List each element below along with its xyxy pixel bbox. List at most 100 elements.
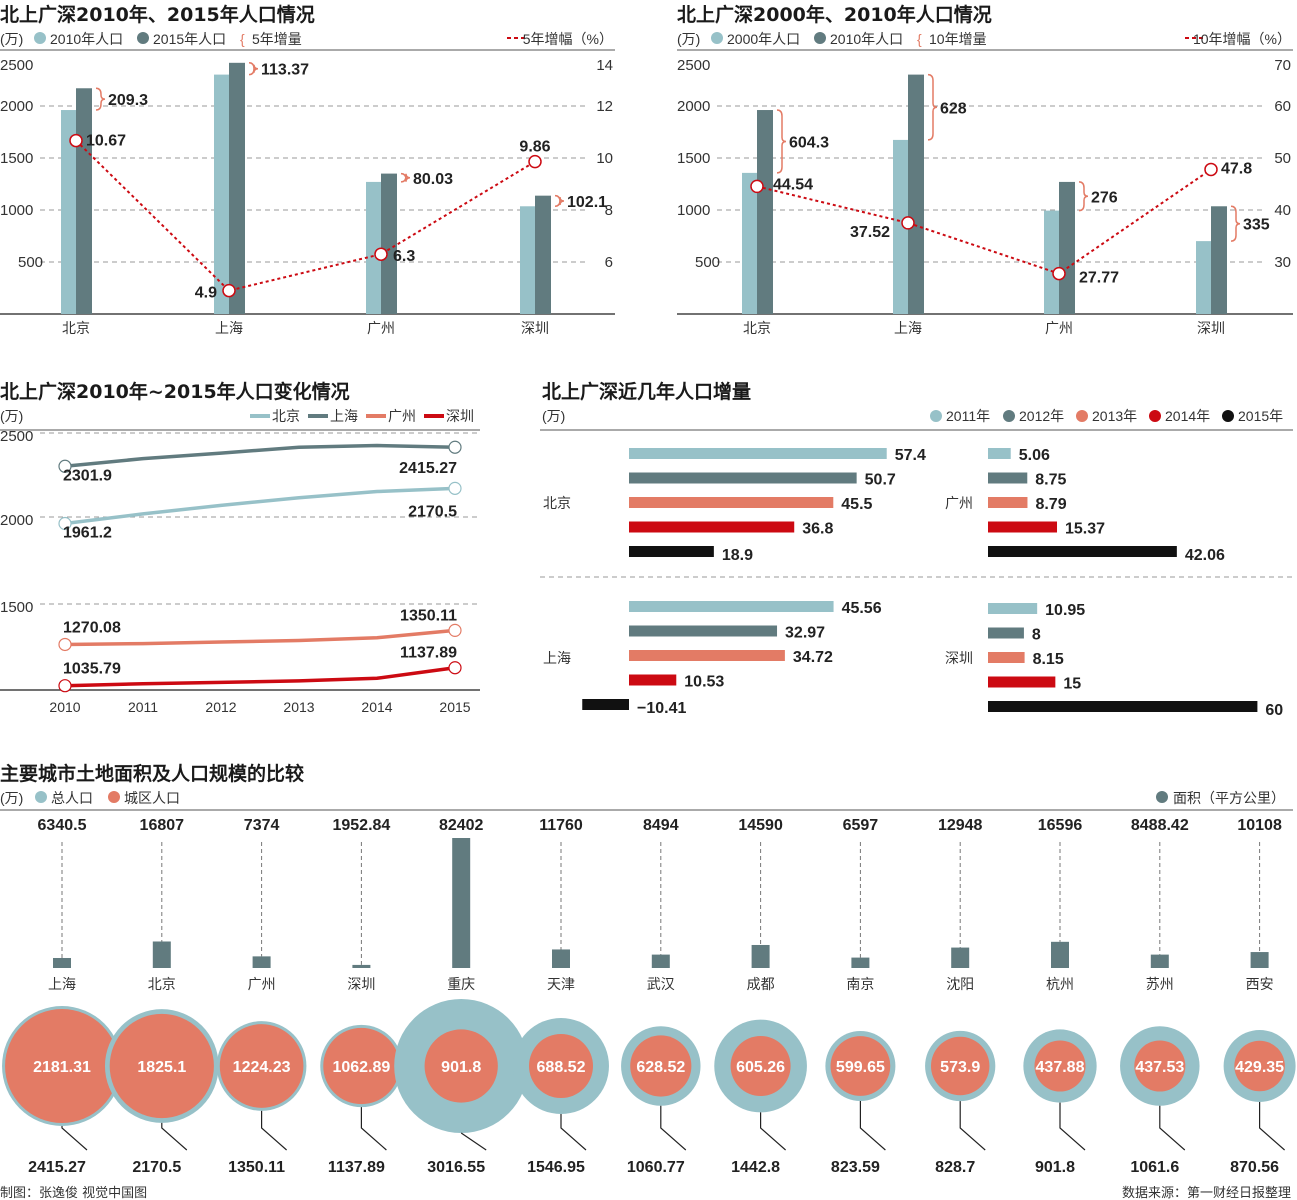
rate-point (528, 154, 542, 169)
unit-label: (万) (677, 31, 700, 47)
y-tick-right: 8 (605, 202, 613, 219)
bar-2010年人口 (61, 110, 76, 314)
city-label: 天津 (547, 976, 575, 992)
legend-dot-b (137, 32, 149, 44)
total-label: 3016.55 (427, 1159, 485, 1176)
legend-b: 2015年人口 (153, 31, 226, 47)
legend-dot-b (814, 32, 826, 44)
rate-label: 27.77 (1079, 270, 1119, 287)
bar-2015年人口 (76, 88, 92, 314)
chart2-title: 北上广深2000年、2010年人口情况 (677, 4, 992, 26)
total-label: 1546.95 (527, 1159, 585, 1176)
legend-rate: 10年增幅（%） (1193, 31, 1291, 47)
increase-bar (629, 546, 714, 557)
legend-inc: 5年增量 (252, 31, 302, 47)
legend-dot (1222, 410, 1234, 422)
line-广州 (64, 628, 456, 647)
total-label: 1442.8 (731, 1159, 780, 1176)
rate-point (1052, 266, 1066, 281)
rate-label: 6.3 (393, 248, 415, 265)
city-label: 西安 (1246, 976, 1274, 992)
brace-icon: { (917, 31, 922, 47)
rate-line (756, 168, 1212, 275)
credit: 制图：张逸俊 视觉中国图 (0, 1186, 148, 1200)
legend-b: 2010年人口 (830, 31, 903, 47)
increase-bar (988, 472, 1028, 484)
rate-point (750, 179, 764, 194)
bar-value-label: 10.53 (684, 674, 724, 691)
increase-label: 628 (940, 100, 967, 117)
legend-label: 2013年 (1092, 408, 1137, 424)
x-tick: 2014 (361, 699, 392, 715)
unit-label: (万) (0, 408, 23, 424)
line-point (58, 516, 72, 531)
bar-2015年人口 (229, 62, 245, 314)
legend-label: 广州 (388, 408, 416, 424)
increase-bar (988, 627, 1024, 639)
urban-population-bubble (5, 1009, 119, 1123)
area-bar (152, 941, 171, 968)
total-leader (759, 1112, 786, 1151)
area-label: 16807 (140, 817, 185, 834)
legend-label: 2011年 (946, 408, 990, 424)
y-tick: 2000 (0, 512, 33, 529)
bar-value-label: 42.06 (1185, 547, 1225, 564)
legend-dot (1076, 410, 1088, 422)
x-category-label: 上海 (894, 320, 922, 336)
area-bar (252, 956, 271, 968)
area-label: 8494 (643, 817, 679, 834)
legend-label: 2015年 (1238, 408, 1283, 424)
area-label: 8488.42 (1131, 817, 1189, 834)
increase-brace (1230, 205, 1241, 242)
bar-value-label: 5.06 (1019, 447, 1050, 464)
bar-2010年人口 (520, 206, 535, 314)
total-leader (1258, 1101, 1285, 1151)
x-tick: 2010 (49, 699, 80, 715)
bar-value-label: 15.37 (1065, 521, 1105, 538)
total-leader (959, 1101, 986, 1151)
line-point (448, 440, 462, 454)
legend-dot (1149, 410, 1161, 422)
area-bar (352, 964, 371, 968)
legend-dot-area (1156, 791, 1168, 803)
chart5-title: 主要城市土地面积及人口规模的比较 (0, 763, 305, 785)
legend-label: 2014年 (1165, 408, 1210, 424)
increase-bar (988, 701, 1258, 712)
total-label: 1060.77 (627, 1159, 685, 1176)
bar-value-label: 34.72 (793, 649, 833, 666)
rate-point (222, 283, 236, 298)
bar-2010年人口 (214, 74, 229, 314)
y-tick-right: 50 (1274, 150, 1291, 167)
increase-bar (582, 699, 629, 710)
bar-2010年人口 (757, 110, 773, 314)
legend-label: 2012年 (1019, 408, 1064, 424)
y-tick-left: 1500 (0, 150, 33, 167)
urban-label: 901.8 (441, 1059, 481, 1076)
bar-value-label: 32.97 (785, 625, 825, 642)
line-label: 2301.9 (63, 467, 112, 484)
area-bar (1250, 952, 1269, 968)
increase-bar (988, 448, 1011, 459)
total-leader (360, 1107, 387, 1151)
y-tick-right: 40 (1274, 202, 1291, 219)
urban-population-bubble (1234, 1040, 1285, 1092)
total-leader (460, 1132, 487, 1151)
urban-label: 1224.23 (233, 1059, 291, 1076)
increase-bar (629, 674, 677, 686)
y-tick-left: 1000 (0, 202, 33, 219)
total-label: 870.56 (1230, 1159, 1279, 1176)
area-bar (552, 949, 570, 968)
total-label: 1137.89 (328, 1159, 385, 1176)
area-bar (951, 947, 970, 968)
increase-bar (988, 521, 1058, 533)
urban-label: 599.65 (836, 1059, 885, 1076)
legend-dot-urban (108, 791, 120, 803)
increase-bar (988, 546, 1177, 557)
urban-label: 605.26 (736, 1059, 785, 1076)
city-label: 北京 (543, 495, 571, 511)
rate-label: 10.67 (86, 133, 126, 150)
increase-bar (629, 448, 887, 459)
y-tick-left: 2500 (677, 57, 710, 74)
rate-point (1204, 162, 1218, 177)
line-label: 1961.2 (63, 525, 112, 542)
